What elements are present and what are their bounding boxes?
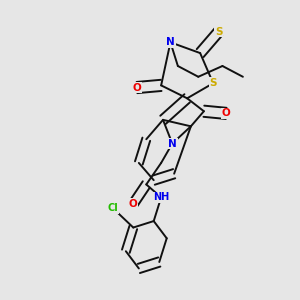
- Text: N: N: [166, 37, 175, 47]
- Text: O: O: [129, 199, 138, 209]
- Text: O: O: [222, 108, 230, 118]
- Text: Cl: Cl: [107, 203, 118, 213]
- Text: N: N: [168, 139, 177, 148]
- Text: S: S: [215, 26, 223, 37]
- Text: S: S: [209, 78, 217, 88]
- Text: O: O: [133, 82, 141, 92]
- Text: NH: NH: [153, 192, 169, 203]
